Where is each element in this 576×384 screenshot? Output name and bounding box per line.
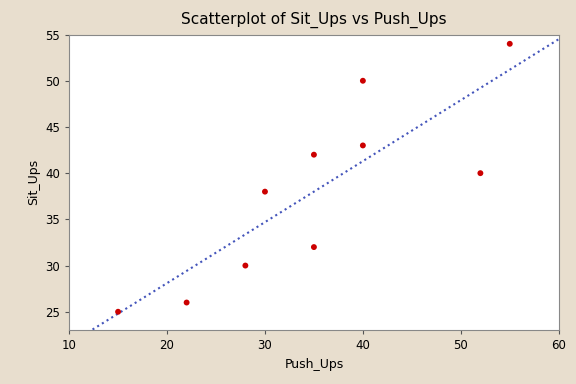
Point: [260, 189, 270, 195]
Point: [241, 263, 250, 269]
Y-axis label: Sit_Ups: Sit_Ups: [26, 159, 40, 205]
Point: [476, 170, 485, 176]
X-axis label: Push_Ups: Push_Ups: [285, 358, 343, 371]
Point: [358, 142, 367, 149]
Point: [113, 309, 123, 315]
Point: [505, 41, 514, 47]
Point: [309, 152, 319, 158]
Point: [358, 78, 367, 84]
Point: [182, 300, 191, 306]
Title: Scatterplot of Sit_Ups vs Push_Ups: Scatterplot of Sit_Ups vs Push_Ups: [181, 12, 447, 28]
Point: [309, 244, 319, 250]
